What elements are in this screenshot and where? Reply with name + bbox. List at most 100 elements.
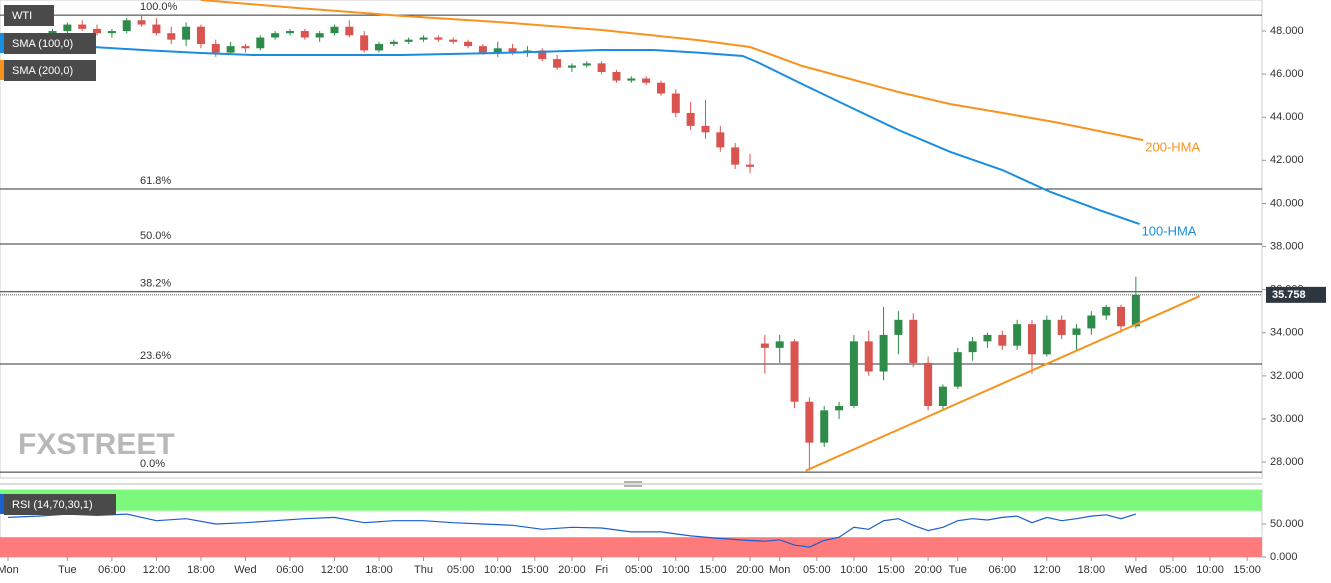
- x-tick-label: 12:00: [143, 564, 171, 576]
- y-tick-label: 48.000: [1270, 25, 1304, 37]
- indicator-box[interactable]: [4, 60, 96, 81]
- candle-body: [1102, 306, 1111, 316]
- candle-body: [152, 24, 161, 34]
- x-tick-label: 10:00: [662, 564, 690, 576]
- fib-label: 50.0%: [140, 230, 171, 242]
- candle-body: [553, 59, 562, 68]
- candle-body: [167, 33, 176, 40]
- candle-body: [226, 46, 235, 53]
- x-tick-label: Mon: [0, 564, 19, 576]
- candle-body: [894, 319, 903, 335]
- x-tick-label: 20:00: [736, 564, 764, 576]
- candle-body: [1042, 319, 1051, 355]
- fib-label: 100.0%: [140, 1, 178, 13]
- candle-body: [627, 78, 636, 81]
- trend-line: [805, 295, 1201, 472]
- x-tick-label: 18:00: [365, 564, 393, 576]
- candle-body: [835, 406, 844, 411]
- fib-label: 61.8%: [140, 175, 171, 187]
- x-tick-label: 05:00: [803, 564, 831, 576]
- candle-body: [879, 334, 888, 372]
- x-tick-label: 06:00: [98, 564, 126, 576]
- rsi-tick-label: 50.000: [1270, 518, 1304, 530]
- candle-body: [256, 37, 265, 49]
- y-tick-label: 44.000: [1270, 111, 1304, 123]
- x-tick-label: Wed: [1125, 564, 1147, 576]
- fib-label: 0.0%: [140, 458, 165, 470]
- candle-body: [464, 41, 473, 47]
- y-tick-label: 38.000: [1270, 240, 1304, 252]
- x-tick-label: 10:00: [484, 564, 512, 576]
- candle-body: [315, 33, 324, 38]
- indicator-label: SMA (100,0): [12, 38, 73, 50]
- candle-body: [93, 28, 102, 34]
- candle-body: [582, 63, 591, 66]
- x-tick-label: 20:00: [914, 564, 942, 576]
- x-tick-label: 05:00: [625, 564, 653, 576]
- candle-body: [983, 334, 992, 342]
- x-tick-label: 10:00: [840, 564, 868, 576]
- candle-body: [122, 20, 131, 32]
- candle-body: [746, 164, 755, 167]
- series-label: 200-HMA: [1145, 140, 1200, 155]
- candle-body: [671, 93, 680, 113]
- candle-body: [1057, 319, 1066, 335]
- candle-body: [998, 334, 1007, 346]
- indicator-box[interactable]: [4, 33, 96, 54]
- candle-body: [538, 50, 547, 60]
- candle-body: [478, 46, 487, 53]
- x-tick-label: 20:00: [558, 564, 586, 576]
- rsi-tick-label: 0.000: [1270, 551, 1298, 563]
- candle-body: [345, 26, 354, 36]
- candle-body: [1131, 294, 1140, 327]
- candle-body: [642, 78, 651, 83]
- rsi-plot: [0, 490, 1262, 557]
- candle-body: [78, 24, 87, 29]
- series-label: 100-HMA: [1142, 224, 1197, 239]
- y-tick-label: 30.000: [1270, 413, 1304, 425]
- candle-body: [790, 341, 799, 402]
- x-tick-label: 05:00: [1159, 564, 1187, 576]
- candle-body: [137, 20, 146, 25]
- symbol-box[interactable]: [4, 5, 54, 26]
- candle-body: [211, 43, 220, 53]
- candle-body: [419, 37, 428, 40]
- y-tick-label: 28.000: [1270, 456, 1304, 468]
- rsi-label: RSI (14,70,30,1): [12, 499, 93, 511]
- candle-body: [404, 39, 413, 42]
- candle-body: [612, 71, 621, 81]
- candle-body: [656, 82, 665, 94]
- hma-line: [0, 38, 1140, 226]
- indicator-swatch: [0, 60, 4, 80]
- y-tick-label: 40.000: [1270, 197, 1304, 209]
- candle-body: [508, 48, 517, 53]
- candle-body: [271, 33, 280, 38]
- x-tick-label: Wed: [234, 564, 256, 576]
- candle-body: [1013, 324, 1022, 346]
- candle-body: [731, 147, 740, 165]
- rsi-box[interactable]: [4, 494, 116, 515]
- symbol-label: WTI: [12, 10, 32, 22]
- candle-body: [1117, 306, 1126, 327]
- candle-body: [820, 410, 829, 443]
- overlay: WTI SMA (100,0) SMA (200,0) RSI (14,70,3…: [0, 5, 116, 515]
- candle-body: [567, 65, 576, 68]
- x-tick-label: 05:00: [447, 564, 475, 576]
- y-tick-label: 32.000: [1270, 370, 1304, 382]
- candle-body: [716, 132, 725, 148]
- x-tick-label: 06:00: [989, 564, 1017, 576]
- candle-body: [389, 41, 398, 44]
- x-tick-label: 12:00: [1033, 564, 1061, 576]
- candle-body: [864, 341, 873, 372]
- x-tick-label: Mon: [769, 564, 790, 576]
- indicator-swatch: [0, 33, 4, 53]
- x-tick-label: Fri: [595, 564, 608, 576]
- rsi-overbought-zone: [0, 490, 1262, 511]
- last-price-label: 35.758: [1272, 289, 1306, 301]
- candle-body: [493, 48, 502, 53]
- fib-label: 23.6%: [140, 350, 171, 362]
- candle-body: [196, 26, 205, 44]
- y-tick-label: 46.000: [1270, 68, 1304, 80]
- candle-body: [182, 26, 191, 40]
- y-tick-label: 34.000: [1270, 327, 1304, 339]
